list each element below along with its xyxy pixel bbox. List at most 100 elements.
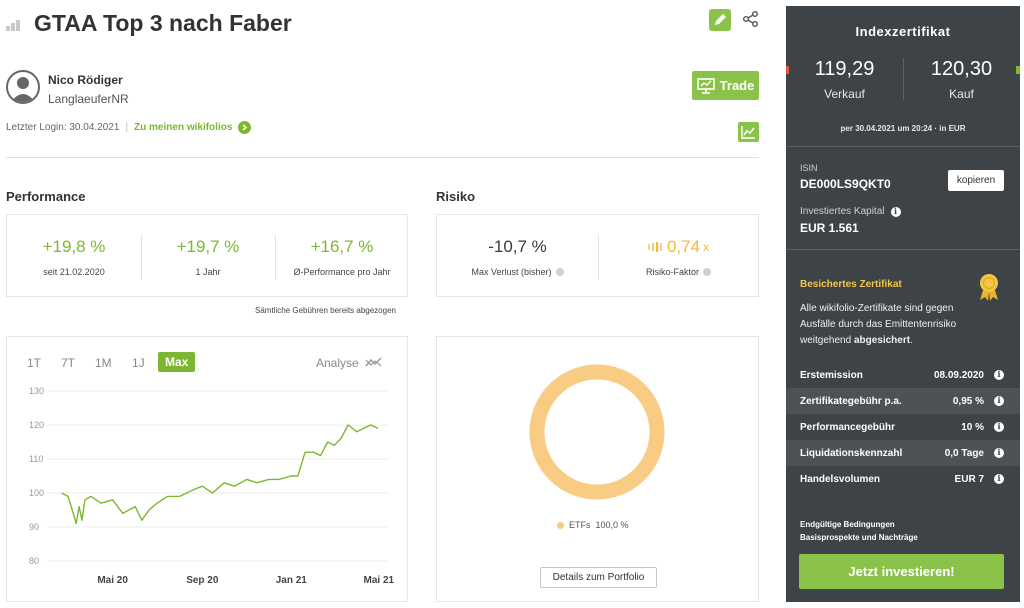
kpi-value: +16,7 % bbox=[310, 237, 374, 256]
info-icon[interactable] bbox=[994, 395, 1004, 406]
y-tick-label: 100 bbox=[29, 488, 44, 498]
kpi-divider bbox=[141, 235, 142, 280]
buy-label: Kauf bbox=[949, 87, 974, 101]
user-icon bbox=[11, 77, 35, 102]
x-tick-label: Mai 20 bbox=[97, 575, 128, 586]
pencil-icon bbox=[715, 14, 726, 25]
capital-label-row: Investiertes Kapital bbox=[800, 206, 901, 217]
info-icon[interactable] bbox=[994, 369, 1004, 380]
kpi-value: +19,8 % bbox=[42, 237, 106, 256]
detail-row-performance-fee: Performancegebühr 10 % bbox=[786, 414, 1020, 440]
capital-label: Investiertes Kapital bbox=[800, 206, 885, 217]
kpi-label: seit 21.02.2020 bbox=[43, 267, 105, 277]
copy-isin-button[interactable]: kopieren bbox=[948, 170, 1004, 191]
secured-text-main: Alle wikifolio-Zertifikate sind gegen Au… bbox=[800, 303, 957, 346]
secured-text: Alle wikifolio-Zertifikate sind gegen Au… bbox=[800, 301, 990, 349]
donut-chart[interactable] bbox=[437, 337, 758, 507]
sell-price: 119,29 Verkauf bbox=[786, 58, 903, 101]
kpi-label-row: Risiko-Faktor bbox=[646, 267, 711, 277]
tab-7t[interactable]: 7T bbox=[61, 356, 76, 370]
allocation-panel: ETFs 100,0 % Details zum Portfolio bbox=[436, 336, 759, 602]
kpi-label: Risiko-Faktor bbox=[645, 267, 699, 277]
tab-1j[interactable]: 1J bbox=[132, 356, 145, 370]
detail-row-certificate-fee: Zertifikategebühr p.a. 0,95 % bbox=[786, 388, 1020, 414]
price-timestamp: per 30.04.2021 um 20:24 · in EUR bbox=[840, 124, 966, 133]
divider bbox=[786, 249, 1020, 250]
risk-gauge-icon bbox=[647, 242, 662, 252]
tab-max[interactable]: Max bbox=[158, 352, 196, 372]
performance-since-start: +19,8 % seit 21.02.2020 bbox=[7, 215, 141, 296]
divider bbox=[786, 146, 1020, 147]
tab-1t[interactable]: 1T bbox=[27, 356, 42, 370]
invest-button[interactable]: Jetzt investieren! bbox=[799, 554, 1004, 589]
buy-price: 120,30 Kauf bbox=[903, 58, 1020, 101]
performance-chart-panel: 1T 7T 1M 1J Max Analyse 80 90 100 110 120 130… bbox=[6, 336, 408, 602]
trade-button[interactable]: Trade bbox=[692, 71, 759, 100]
x-tick-label: Sep 20 bbox=[186, 575, 219, 586]
prospectus-link[interactable]: Basisprospekte und Nachträge bbox=[800, 533, 918, 542]
legend-label: ETFs bbox=[569, 520, 591, 530]
avatar[interactable] bbox=[6, 70, 40, 104]
isin-value: DE000LS9QKT0 bbox=[800, 177, 891, 191]
sell-value: 119,29 bbox=[814, 58, 875, 80]
performance-panel: +19,8 % seit 21.02.2020 +19,7 % 1 Jahr +… bbox=[6, 214, 408, 297]
detail-value: EUR 7 bbox=[954, 473, 984, 485]
author-nickname: LanglaeuferNR bbox=[48, 92, 129, 106]
info-icon[interactable] bbox=[994, 447, 1004, 458]
login-row: Letzter Login: 30.04.2021 | Zu meinen wi… bbox=[6, 121, 252, 134]
author-name[interactable]: Nico Rödiger bbox=[48, 73, 123, 87]
risk-heading: Risiko bbox=[436, 189, 476, 204]
kpi-suffix: x bbox=[703, 240, 710, 254]
page-title: GTAA Top 3 nach Faber bbox=[34, 10, 292, 36]
series-line bbox=[61, 424, 379, 525]
chart-legend: ETFs 100,0 % bbox=[557, 520, 629, 530]
x-tick-label: Jan 21 bbox=[276, 575, 308, 586]
performance-heading: Performance bbox=[6, 189, 86, 204]
kpi-value: 0,74 bbox=[666, 237, 701, 256]
chart-button[interactable] bbox=[738, 122, 759, 142]
y-tick-label: 130 bbox=[29, 386, 44, 396]
isin-label: ISIN bbox=[800, 163, 818, 173]
detail-row-liquidation: Liquidationskennzahl 0,0 Tage bbox=[786, 440, 1020, 466]
info-icon[interactable] bbox=[994, 421, 1004, 432]
risk-max-loss: -10,7 % Max Verlust (bisher) bbox=[437, 215, 598, 296]
final-terms-link[interactable]: Endgültige Bedingungen bbox=[800, 520, 895, 529]
kpi-label: 1 Jahr bbox=[195, 267, 221, 277]
kpi-divider bbox=[275, 235, 276, 280]
legend-swatch bbox=[557, 521, 564, 529]
divider bbox=[6, 157, 759, 158]
chevron-right-icon[interactable] bbox=[238, 121, 252, 134]
kpi-value: -10,7 % bbox=[488, 237, 547, 256]
donut-slice[interactable] bbox=[529, 364, 665, 500]
medal-icon bbox=[980, 274, 998, 301]
edit-button[interactable] bbox=[709, 9, 731, 31]
detail-key: Handelsvolumen bbox=[800, 473, 881, 485]
sell-label: Verkauf bbox=[824, 87, 865, 101]
detail-value: 0,95 % bbox=[952, 395, 984, 407]
detail-value: 08.09.2020 bbox=[933, 369, 984, 381]
share-button[interactable] bbox=[741, 9, 761, 29]
documents: Endgültige Bedingungen Basisprospekte un… bbox=[800, 518, 918, 544]
fee-note: Sämtliche Gebühren bereits abgezogen bbox=[255, 306, 396, 315]
legend-value: 100,0 % bbox=[595, 520, 629, 530]
detail-key: Erstemission bbox=[800, 369, 863, 381]
portfolio-details-button[interactable]: Details zum Portfolio bbox=[540, 567, 657, 588]
info-icon[interactable] bbox=[703, 268, 711, 276]
wikifolios-link[interactable]: Zu meinen wikifolios bbox=[134, 122, 233, 133]
risk-panel: -10,7 % Max Verlust (bisher) 0,74 x Risi… bbox=[436, 214, 759, 297]
y-tick-label: 90 bbox=[29, 522, 39, 532]
info-icon[interactable] bbox=[890, 206, 901, 217]
trend-chart-icon bbox=[741, 126, 755, 139]
info-icon[interactable] bbox=[555, 268, 564, 276]
y-tick-label: 120 bbox=[29, 420, 44, 430]
secured-text-end: . bbox=[910, 335, 913, 346]
analyse-button[interactable]: Analyse bbox=[316, 356, 383, 370]
info-icon[interactable] bbox=[994, 473, 1004, 484]
line-chart[interactable]: 80 90 100 110 120 130 Mai 20 Sep 20 Jan 21 Mai 21 bbox=[7, 381, 407, 601]
share-icon bbox=[743, 11, 758, 27]
separator: | bbox=[125, 122, 129, 133]
bar-chart-icon bbox=[6, 19, 26, 31]
sell-indicator bbox=[786, 66, 789, 74]
detail-row-first-issue: Erstemission 08.09.2020 bbox=[786, 362, 1020, 388]
tab-1m[interactable]: 1M bbox=[95, 356, 112, 370]
